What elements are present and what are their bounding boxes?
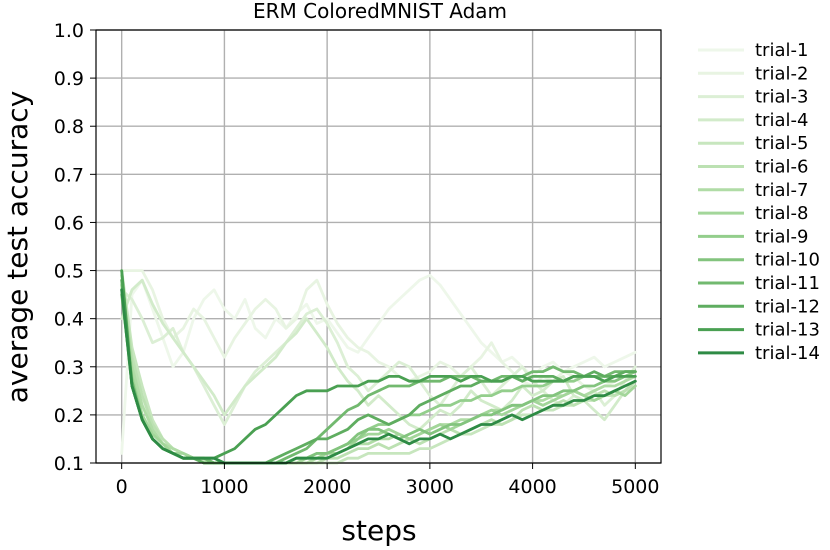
legend-label-trial-5: trial-5 xyxy=(755,133,808,154)
series-line-trial-4 xyxy=(120,278,637,431)
grid xyxy=(96,29,661,464)
x-axis-title: steps xyxy=(341,514,416,547)
y-tick-label: 0.9 xyxy=(54,68,84,90)
legend-label-trial-13: trial-13 xyxy=(755,320,820,341)
legend-label-trial-3: trial-3 xyxy=(755,87,808,108)
y-tick-label: 0.5 xyxy=(54,261,84,283)
x-tick-label: 4000 xyxy=(508,476,556,498)
legend-label-trial-8: trial-8 xyxy=(755,203,808,224)
y-tick-label: 0.2 xyxy=(54,405,84,427)
y-tick-label: 0.4 xyxy=(54,309,84,331)
x-tick-label: 5000 xyxy=(611,476,659,498)
series-line-trial-2 xyxy=(120,269,637,393)
series-line-trial-14 xyxy=(120,288,637,465)
legend-label-trial-4: trial-4 xyxy=(755,110,808,131)
series-lines xyxy=(120,269,637,465)
y-axis-title: average test accuracy xyxy=(1,91,34,404)
series-line-trial-11 xyxy=(120,293,637,465)
y-tick-label: 0.1 xyxy=(54,453,84,475)
legend-label-trial-14: trial-14 xyxy=(755,343,820,364)
y-axis: 0.1 0.2 0.3 0.4 0.5 0.6 0.7 0.8 0.9 1.0 xyxy=(54,20,96,475)
series-line-trial-5 xyxy=(120,269,637,465)
y-tick-label: 0.8 xyxy=(54,116,84,138)
legend-label-trial-1: trial-1 xyxy=(755,40,808,61)
y-tick-label: 0.7 xyxy=(54,164,84,186)
legend-label-trial-2: trial-2 xyxy=(755,63,808,84)
legend-label-trial-12: trial-12 xyxy=(755,296,820,317)
y-tick-label: 1.0 xyxy=(54,20,84,42)
x-tick-label: 3000 xyxy=(406,476,454,498)
x-tick-label: 2000 xyxy=(303,476,351,498)
legend-label-trial-7: trial-7 xyxy=(755,180,808,201)
y-tick-label: 0.3 xyxy=(54,357,84,379)
chart-title: ERM ColoredMNIST Adam xyxy=(253,0,507,23)
x-tick-label: 0 xyxy=(116,476,128,498)
legend-label-trial-11: trial-11 xyxy=(755,273,820,294)
x-axis: 0 1000 2000 3000 4000 5000 xyxy=(116,463,659,498)
y-tick-label: 0.6 xyxy=(54,212,84,234)
legend-label-trial-6: trial-6 xyxy=(755,157,808,178)
legend-label-trial-10: trial-10 xyxy=(755,250,820,271)
series-line-trial-1 xyxy=(120,273,637,455)
legend-label-trial-9: trial-9 xyxy=(755,226,808,247)
plot-frame xyxy=(95,29,662,464)
x-tick-label: 1000 xyxy=(200,476,248,498)
